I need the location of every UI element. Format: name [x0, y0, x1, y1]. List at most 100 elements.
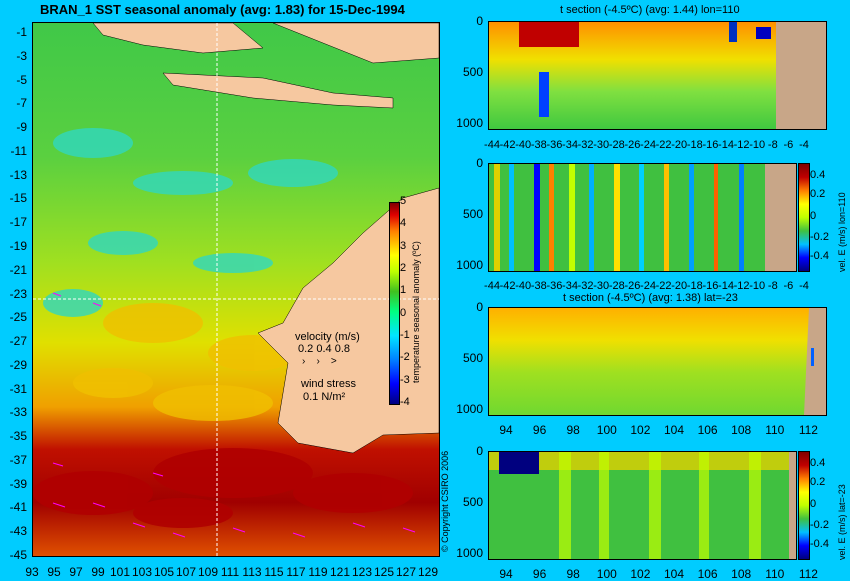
tick-label: 0 [810, 497, 817, 510]
tick-label: 1000 [456, 545, 483, 560]
tick-label: 0 [476, 14, 483, 28]
p4-colorbar-label: vel. E (m/s) lat=-23 [837, 484, 847, 560]
tick-label: -6 [783, 139, 794, 151]
tick-label: -41 [9, 500, 27, 515]
p2-section[interactable] [488, 163, 797, 272]
tick-label: -12 [733, 280, 750, 292]
tick-label: 129 [417, 565, 439, 579]
p2-colorbar [798, 163, 810, 272]
tick-label: 112 [798, 567, 818, 581]
cool-eddies [43, 128, 338, 317]
tick-label: -6 [783, 280, 794, 292]
tick-label: 0.2 [810, 476, 826, 489]
tick-label: 93 [25, 565, 39, 579]
tick-label: -28 [608, 139, 625, 151]
sst-map[interactable]: 5 4 3 2 1 0 -1 -2 -3 -4 temperature seasonal anom… [32, 22, 440, 557]
tick-label: -38 [530, 280, 547, 292]
velocity-arrows-icon: › › > [302, 356, 337, 367]
tick-label: -0.4 [810, 538, 829, 551]
p1-x-axis: -44 -42 -40 -38 -36 -34 -32 -30 -28 -26 -24 -22 -20-… [484, 139, 825, 153]
tick-label: -37 [9, 452, 27, 467]
tick-label: 500 [462, 351, 483, 366]
tick-label: -42 [499, 280, 516, 292]
tick-label: -3 [400, 373, 410, 386]
tick-label: -10 [749, 280, 766, 292]
p2-x-axis: -44 -42 -40 -38 -36 -34 -32 -30 -28 -26 -24 -22 -20-… [484, 280, 825, 294]
tick-label: -34 [562, 280, 578, 292]
tick-label: -35 [9, 429, 27, 444]
tick-label: 115 [264, 565, 284, 579]
tick-label: -7 [16, 96, 27, 111]
wind-label: wind stress [301, 378, 357, 390]
tick-label: 500 [462, 65, 483, 80]
p3-x-axis: 94 96 98 100 102 104 106 108 110 112 [488, 423, 825, 437]
tick-label: 96 [532, 567, 547, 581]
tick-label: 500 [462, 495, 483, 510]
p4-x-axis: 94 96 98 100 102 104 106 108 110 112 [488, 567, 825, 581]
tick-label: 113 [242, 565, 262, 579]
tick-label: -0.4 [810, 250, 829, 263]
tick-label: -43 [9, 524, 27, 539]
tick-label: -17 [9, 215, 27, 230]
p2-y-axis: 0 500 1000 [440, 156, 486, 272]
p1-section[interactable] [488, 21, 827, 130]
p3-section[interactable] [488, 307, 827, 416]
tick-label: 107 [175, 565, 197, 579]
tick-label: 112 [798, 423, 818, 437]
tick-label: -32 [577, 280, 594, 292]
tick-label: 0 [400, 306, 407, 319]
tick-label: -14 [718, 139, 734, 151]
tick-label: -31 [9, 381, 27, 396]
tick-label: 1000 [456, 257, 483, 272]
tick-label: -34 [562, 139, 578, 151]
tick-label: -18 [686, 139, 703, 151]
tick-label: -27 [9, 334, 27, 349]
tick-label: 96 [532, 423, 547, 437]
tick-label: 108 [731, 567, 752, 581]
tick-label: 117 [286, 565, 306, 579]
tick-label: -39 [9, 476, 27, 491]
tick-label: 2 [400, 262, 407, 274]
tick-label: 0.2 [810, 188, 826, 201]
tick-label: -4 [400, 396, 410, 408]
tick-label: -28 [608, 280, 625, 292]
tick-label: -30 [593, 139, 610, 151]
tick-label: -14 [718, 280, 734, 292]
tick-label: -4 [799, 280, 809, 292]
tick-label: 94 [499, 423, 513, 437]
tick-label: -5 [16, 72, 27, 87]
tick-label: 97 [69, 565, 83, 579]
tick-label: 100 [596, 423, 617, 437]
tick-label: -9 [16, 120, 27, 135]
tick-label: 5 [400, 195, 407, 207]
tick-label: -0.2 [810, 230, 829, 243]
tick-label: 106 [697, 567, 718, 581]
land-sumatra [92, 23, 264, 54]
tick-label: 125 [373, 565, 395, 579]
tick-label: -20 [671, 280, 688, 292]
map-lat-axis: -1 -3 -5 -7 -9 -11 -13 -15 -17 -19 -21 -23 -25 -27 -29… [0, 24, 30, 564]
tick-label: -10 [749, 139, 766, 151]
p3-title: t section (-4.5ºC) (avg: 1.38) lat=-23 [563, 292, 738, 304]
tick-label: 4 [400, 217, 407, 230]
tick-label: -36 [546, 280, 563, 292]
tick-label: -26 [624, 139, 641, 151]
tick-label: -12 [733, 139, 750, 151]
tick-label: -30 [593, 280, 610, 292]
tick-label: 0 [476, 444, 483, 458]
tick-label: -33 [9, 405, 27, 420]
tick-label: 100 [596, 567, 617, 581]
tick-label: -44 [484, 139, 500, 151]
tick-label: -36 [546, 139, 563, 151]
tick-label: 95 [47, 565, 61, 579]
p2-colorbar-label: vel. E (m/s) lon=110 [837, 192, 847, 272]
tick-label: 1000 [456, 401, 483, 416]
sst-colorbar [389, 202, 400, 405]
tick-label: 102 [630, 423, 651, 437]
tick-label: 121 [329, 565, 351, 579]
p4-section[interactable] [488, 451, 797, 560]
tick-label: 109 [197, 565, 219, 579]
p1-title: t section (-4.5ºC) (avg: 1.44) lon=110 [560, 4, 740, 16]
tick-label: 0 [810, 209, 817, 222]
tick-label: 500 [462, 207, 483, 222]
